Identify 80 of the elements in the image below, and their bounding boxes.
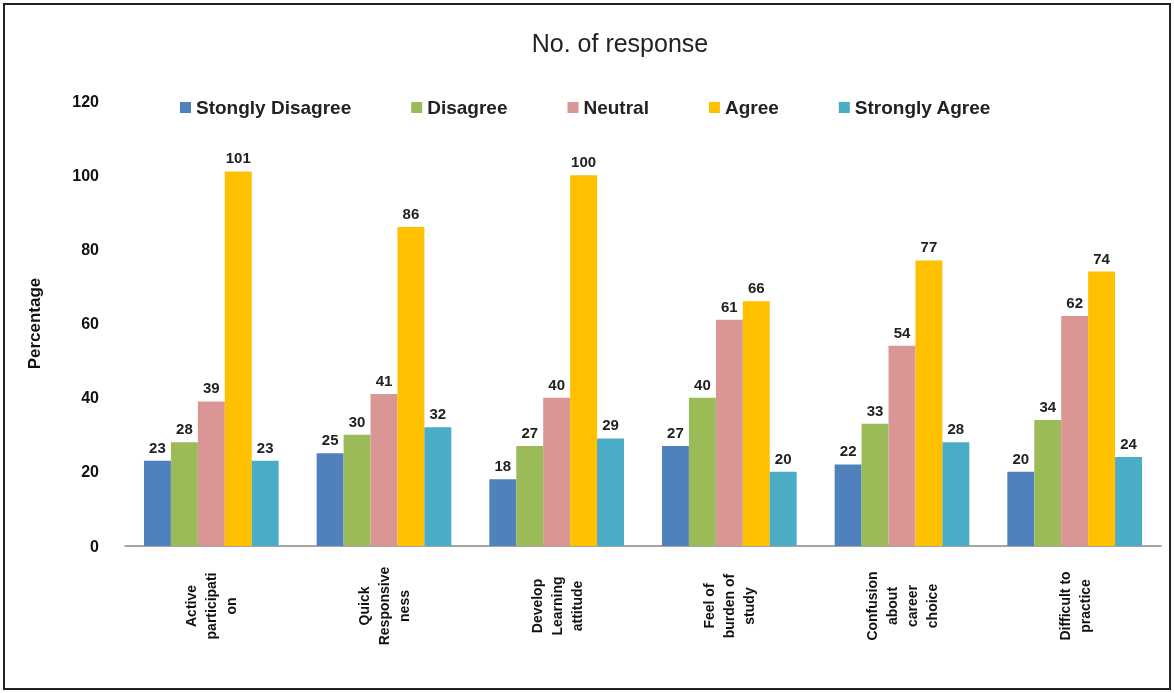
legend-label: Stongly Disagree xyxy=(196,97,352,118)
x-tick-label: Active participati on xyxy=(183,572,240,640)
bar xyxy=(143,460,171,546)
data-label: 40 xyxy=(694,375,711,393)
bar xyxy=(861,423,889,546)
bar xyxy=(170,442,198,546)
bar xyxy=(343,434,371,546)
data-label: 54 xyxy=(893,323,911,341)
y-tick-label: 120 xyxy=(72,92,100,110)
bar xyxy=(888,345,916,546)
bar xyxy=(316,453,344,546)
bar xyxy=(424,427,452,546)
bar xyxy=(1034,419,1062,546)
bar xyxy=(197,401,225,546)
x-tick-label: Develop Learning attitude xyxy=(528,576,585,636)
bar xyxy=(742,301,770,546)
data-label: 74 xyxy=(1093,249,1111,267)
legend-label: Neutral xyxy=(583,97,649,118)
bar xyxy=(224,171,252,546)
y-tick-label: 20 xyxy=(81,463,100,481)
bar xyxy=(370,393,398,546)
bar xyxy=(397,227,425,546)
data-label: 23 xyxy=(149,438,166,456)
data-label: 41 xyxy=(375,371,393,389)
bar xyxy=(715,319,743,546)
data-label: 39 xyxy=(202,379,220,397)
data-label: 62 xyxy=(1066,294,1084,312)
data-label: 25 xyxy=(321,431,339,449)
bar xyxy=(489,479,517,546)
data-label: 27 xyxy=(667,423,684,441)
data-label: 23 xyxy=(256,438,274,456)
bar xyxy=(597,438,625,546)
data-label: 30 xyxy=(348,412,366,430)
y-tick-label: 0 xyxy=(90,537,100,555)
bar xyxy=(516,445,544,546)
data-label: 33 xyxy=(866,401,884,419)
data-label: 22 xyxy=(839,442,857,460)
data-label: 32 xyxy=(429,405,447,423)
bar xyxy=(915,260,943,546)
bar xyxy=(1088,271,1116,546)
x-tick-label: Confusion about career choice xyxy=(864,571,940,641)
y-tick-label: 40 xyxy=(81,389,100,407)
chart-title: No. of response xyxy=(531,28,709,57)
bar xyxy=(251,460,279,546)
bar xyxy=(1007,471,1035,546)
data-label: 29 xyxy=(602,416,619,434)
data-label: 20 xyxy=(774,449,792,467)
data-label: 66 xyxy=(747,279,765,297)
y-tick-label: 60 xyxy=(81,315,100,332)
data-label: 40 xyxy=(548,375,566,393)
data-label: 20 xyxy=(1012,449,1030,467)
data-label: 28 xyxy=(947,420,965,438)
y-tick-label: 80 xyxy=(81,240,100,258)
data-label: 28 xyxy=(176,420,193,438)
data-label: 100 xyxy=(571,153,597,171)
bar xyxy=(1061,316,1089,546)
data-label: 34 xyxy=(1039,397,1057,415)
legend-label: Agree xyxy=(724,97,779,118)
bar xyxy=(1115,457,1143,546)
x-tick-label: Difficult to practice xyxy=(1056,571,1093,641)
x-tick-label: Quick Responsive ness xyxy=(356,566,412,646)
bar xyxy=(834,464,862,546)
data-label: 86 xyxy=(402,205,420,223)
bar xyxy=(661,445,689,546)
data-label: 18 xyxy=(494,457,512,475)
bar xyxy=(570,175,598,546)
x-tick-label: Feel of burden of study xyxy=(701,573,758,639)
bar xyxy=(942,442,970,546)
data-label: 27 xyxy=(521,423,539,441)
legend-label: Disagree xyxy=(427,97,508,118)
data-label: 24 xyxy=(1120,435,1138,452)
data-label: 101 xyxy=(225,149,251,167)
legend-label: Strongly Agree xyxy=(854,97,991,118)
y-tick-label: 100 xyxy=(72,166,100,184)
y-axis-title: Percentage xyxy=(25,277,44,370)
bar xyxy=(688,397,716,546)
bar xyxy=(769,471,797,546)
bar xyxy=(543,397,571,546)
data-label: 77 xyxy=(920,238,938,256)
data-label: 61 xyxy=(720,297,738,315)
